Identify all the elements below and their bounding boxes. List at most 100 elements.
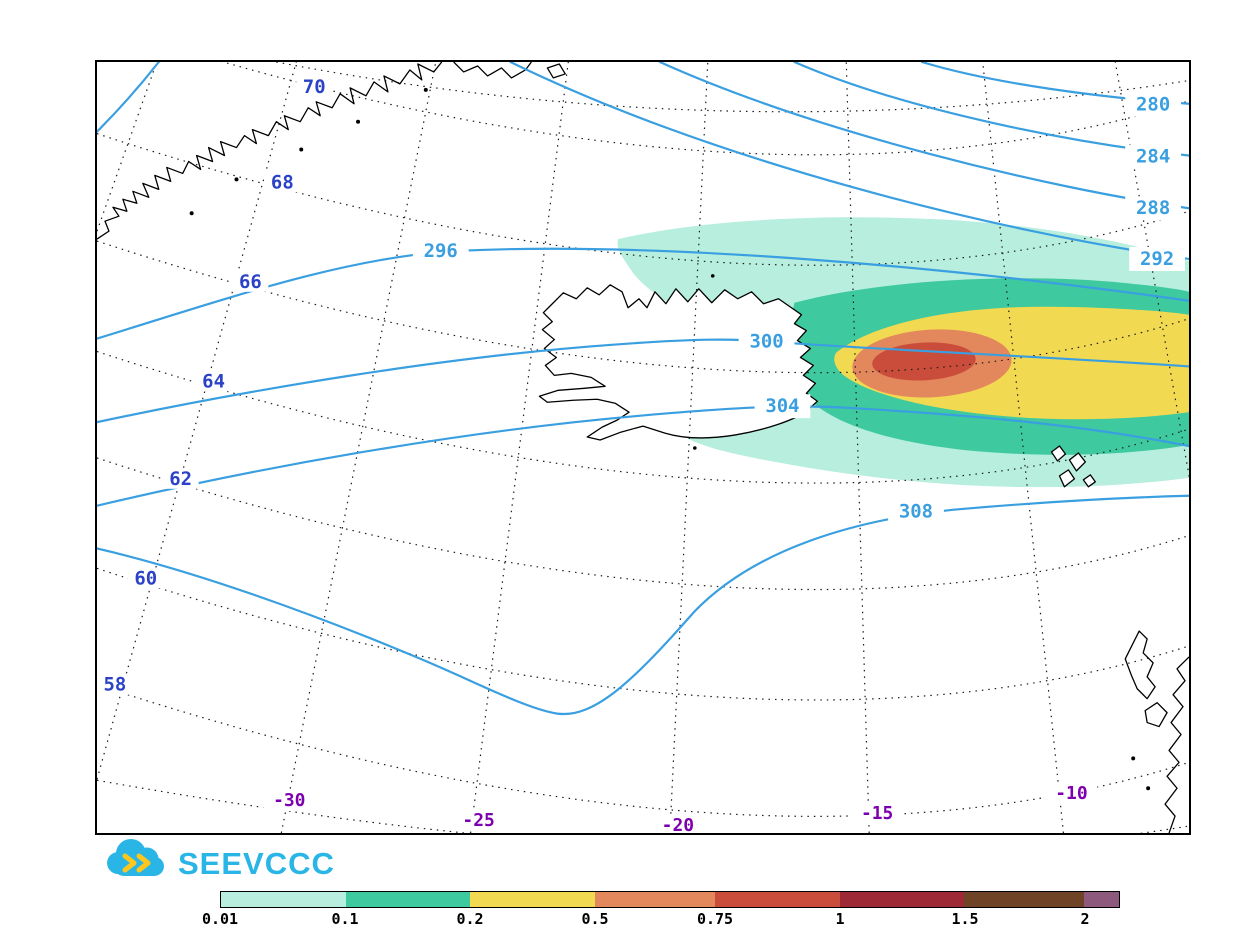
greenland-islet-1: [234, 177, 239, 182]
latitude-labels: 70 68 66 64 62: [97, 76, 333, 696]
contour-308: [97, 494, 1189, 716]
parallel-68: [97, 133, 1189, 266]
greenland-islet-2: [299, 147, 304, 152]
svg-text:60: 60: [134, 567, 157, 589]
greenland-coast-top: [453, 62, 532, 79]
svg-text:304: 304: [765, 395, 799, 417]
faroe-island-4: [1082, 474, 1096, 488]
parallel-60: [97, 567, 1189, 701]
chevron-right-icon-2: [136, 853, 151, 873]
cloud-shape: [107, 839, 164, 876]
greenland-islet-4: [356, 119, 361, 124]
svg-text:308: 308: [899, 501, 933, 523]
island-north-of-iceland: [710, 274, 715, 278]
lon-label--25: -25: [452, 810, 505, 831]
parallel-58: [97, 684, 1189, 817]
contour-296: [97, 247, 1189, 340]
contour-label-300: 300: [738, 329, 795, 354]
svg-text:-25: -25: [462, 810, 494, 831]
faroe-island-1: [1050, 445, 1067, 462]
svg-text:284: 284: [1136, 145, 1170, 167]
svg-text:300: 300: [749, 331, 783, 353]
svg-text:-30: -30: [273, 790, 305, 811]
svg-text:58: 58: [104, 674, 127, 696]
greenland-islet-5: [423, 87, 428, 92]
chevron-right-icon: [122, 853, 137, 873]
island-south-of-iceland: [693, 446, 697, 450]
parallel-64: [97, 350, 1189, 484]
colorbar-tick-0.1: 0.1: [331, 910, 359, 928]
greenland-island: [546, 63, 566, 79]
colorbar-tick-0.01: 0.01: [201, 910, 239, 928]
svg-text:66: 66: [239, 271, 262, 293]
map-frame: 280 284 288 292 296: [95, 60, 1191, 835]
colorbar-seg-0.01: [221, 892, 346, 907]
svg-text:64: 64: [202, 370, 225, 392]
colorbar-tick-1.5: 1.5: [951, 910, 979, 928]
cloud-icon: [107, 839, 164, 876]
parallel-66: [97, 240, 1189, 374]
scotland-islet-2: [1146, 786, 1151, 791]
contour-label-280: 280: [1125, 92, 1182, 117]
meridian--25: [470, 62, 569, 833]
greenland-islet-3: [189, 211, 194, 216]
parallel-62: [97, 457, 1189, 591]
faroe-island-2: [1068, 452, 1087, 472]
seevccc-logo-svg: SEEVCCC: [107, 839, 335, 881]
svg-text:280: 280: [1136, 94, 1170, 116]
lon-label--30: -30: [263, 790, 316, 811]
parallel-72: [276, 62, 1189, 113]
lon-label--10: -10: [1045, 783, 1098, 804]
colorbar-tick-0.2: 0.2: [456, 910, 484, 928]
faroe-island-3: [1058, 469, 1076, 488]
colorbar-tick-0.5: 0.5: [581, 910, 609, 928]
svg-text:-20: -20: [662, 815, 694, 833]
logo-text: SEEVCCC: [178, 846, 335, 881]
colorbar-seg-0.5: [595, 892, 715, 907]
contour-label-308: 308: [888, 499, 944, 524]
svg-text:292: 292: [1140, 248, 1174, 270]
coastlines: [97, 62, 1189, 833]
contour-300: [97, 338, 1189, 424]
svg-text:288: 288: [1136, 197, 1170, 219]
svg-text:-15: -15: [861, 803, 893, 824]
parallel-70: [221, 62, 1189, 156]
contour-label-288: 288: [1125, 196, 1182, 221]
lat-label-60: 60: [127, 567, 164, 589]
svg-text:296: 296: [424, 240, 458, 262]
contour-label-296: 296: [412, 239, 469, 263]
lat-label-66: 66: [232, 271, 269, 293]
contour-labels: 280 284 288 292 296: [412, 92, 1186, 524]
contour-label-292: 292: [1129, 247, 1186, 271]
colorbar-seg-1: [839, 892, 965, 907]
lon-label--15: -15: [851, 803, 904, 824]
longitude-labels: -30 -25 -20 -15 -10: [263, 783, 1098, 833]
contour-304: [97, 405, 1189, 507]
contour-292: [509, 62, 1189, 261]
meridian--30: [280, 62, 437, 833]
greenland-coast: [97, 62, 443, 240]
lat-label-68: 68: [264, 171, 301, 193]
meridian--40: [97, 62, 158, 232]
colorbar-seg-0.75: [714, 892, 840, 907]
contour-276: [97, 62, 160, 133]
meridian--20: [669, 62, 709, 833]
colorbar-seg-0.2: [470, 892, 596, 907]
lat-label-58: 58: [97, 674, 133, 696]
contour-288: [658, 62, 1189, 210]
seevccc-logo: SEEVCCC: [98, 836, 368, 882]
scotland-coast: [1164, 656, 1189, 833]
svg-text:62: 62: [169, 468, 192, 490]
lat-label-70: 70: [296, 76, 333, 98]
lat-label-62: 62: [162, 468, 199, 490]
svg-text:68: 68: [271, 171, 294, 193]
colorbar-tick-0.75: 0.75: [696, 910, 734, 928]
lat-label-64: 64: [195, 370, 232, 392]
svg-text:-10: -10: [1055, 783, 1087, 804]
contour-label-284: 284: [1125, 144, 1182, 169]
colorbar-seg-1.5: [964, 892, 1085, 907]
colorbar-seg-2plus: [1084, 892, 1119, 907]
colorbar-seg-0.1: [345, 892, 471, 907]
map-canvas: 280 284 288 292 296: [97, 62, 1189, 833]
iceland-outline: [538, 284, 819, 441]
